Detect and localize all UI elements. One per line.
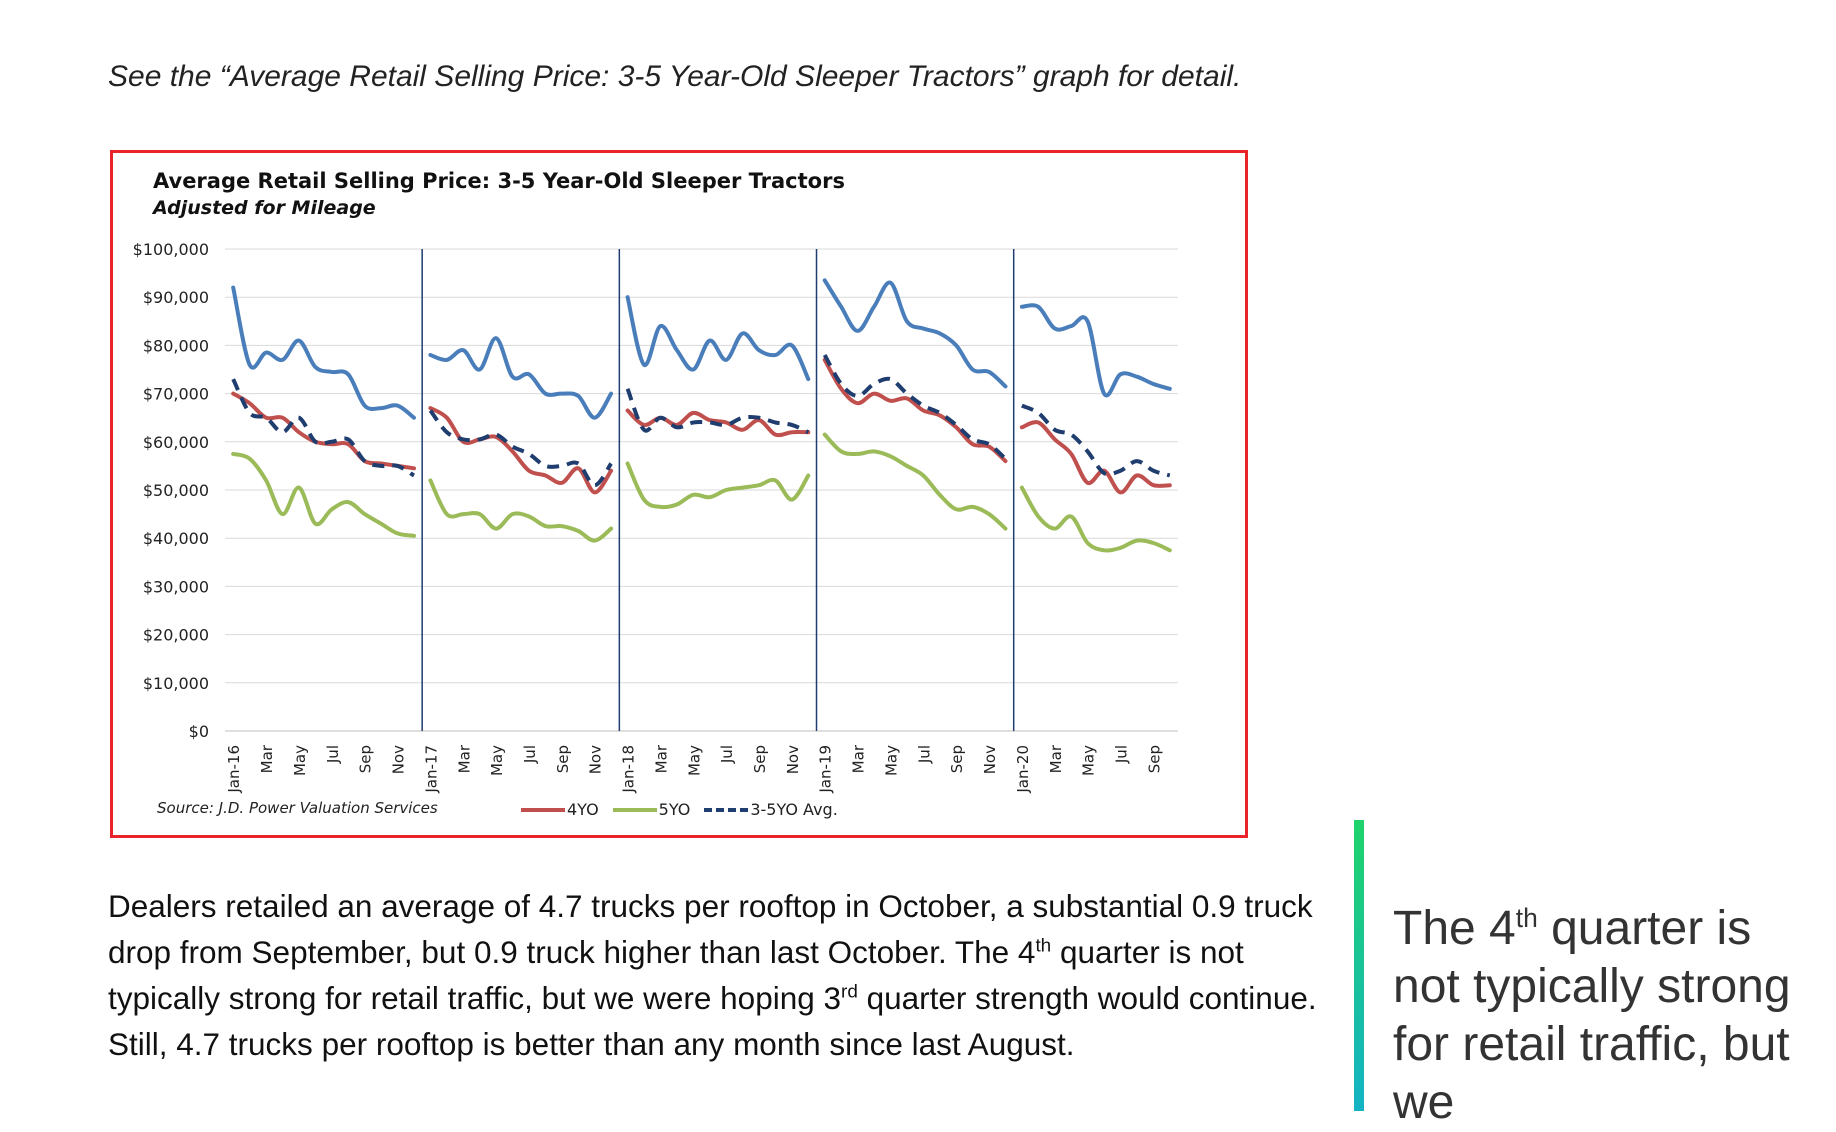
x-tick-label: Jan-18 bbox=[620, 745, 638, 794]
legend-item-4yo: 4YO bbox=[521, 800, 599, 819]
series-5yo-line-segment bbox=[428, 478, 614, 543]
x-tick-label: Jul bbox=[1112, 745, 1130, 764]
y-tick-label: $10,000 bbox=[143, 674, 209, 693]
series-top-line-segment bbox=[231, 285, 416, 420]
x-tick-label: Sep bbox=[1145, 745, 1163, 773]
chart-figure: $0 $10,000 $20,000 $30,000 $40,000 $50,000 $60… bbox=[110, 150, 1248, 838]
y-tick-label: $40,000 bbox=[143, 529, 209, 548]
legend-item-avg: 3-5YO Avg. bbox=[704, 800, 838, 819]
x-tick-label: Jan-17 bbox=[422, 745, 440, 794]
x-tick-label: Sep bbox=[948, 745, 966, 773]
x-tick-label: Sep bbox=[751, 745, 769, 773]
x-tick-label: Jan-19 bbox=[817, 745, 835, 794]
y-tick-label: $70,000 bbox=[143, 385, 209, 404]
x-tick-label: Nov bbox=[981, 745, 999, 774]
series-5yo-line-segment bbox=[822, 432, 1008, 531]
series-top-line-segment bbox=[1019, 303, 1172, 398]
chart-heading: Average Retail Selling Price: 3-5 Year-O… bbox=[153, 169, 845, 219]
series-4yo-line-segment bbox=[231, 391, 416, 471]
series-top-line-segment bbox=[625, 295, 811, 382]
x-tick-label: Mar bbox=[850, 744, 868, 773]
y-tick-label: $20,000 bbox=[143, 626, 209, 645]
x-tick-label: Nov bbox=[390, 745, 408, 774]
series-5yo-line-segment bbox=[625, 461, 811, 510]
body-superscript-1: th bbox=[1035, 935, 1052, 957]
body-paragraph: Dealers retailed an average of 4.7 truck… bbox=[108, 883, 1318, 1067]
legend-swatch-5yo bbox=[612, 807, 657, 812]
series-top-line-segment bbox=[822, 278, 1008, 389]
chart-title: Average Retail Selling Price: 3-5 Year-O… bbox=[153, 169, 845, 193]
x-tick-label: May bbox=[291, 745, 309, 776]
y-tick-label: $100,000 bbox=[133, 240, 209, 259]
series-avg-line-segment bbox=[231, 378, 416, 478]
x-tick-label: Nov bbox=[587, 745, 605, 774]
chart-subtitle: Adjusted for Mileage bbox=[153, 197, 376, 219]
x-tick-label: Jul bbox=[521, 745, 539, 764]
x-tick-label: Jul bbox=[915, 745, 933, 764]
series-top-line-segment bbox=[428, 336, 614, 420]
x-tick-label: Jul bbox=[718, 745, 736, 764]
x-tick-label: May bbox=[488, 745, 506, 776]
body-superscript-2: rd bbox=[841, 981, 858, 1003]
pullquote-superscript: th bbox=[1515, 903, 1538, 933]
x-tick-label: May bbox=[882, 745, 900, 776]
chart-source: Source: J.D. Power Valuation Services bbox=[157, 799, 438, 817]
line-chart: $0 $10,000 $20,000 $30,000 $40,000 $50,000 $60… bbox=[133, 240, 1178, 794]
x-tick-label: Mar bbox=[258, 744, 276, 773]
legend-label-5yo: 5YO bbox=[658, 800, 691, 819]
legend-label-4yo: 4YO bbox=[567, 800, 599, 819]
series-avg-line-segment bbox=[1021, 403, 1171, 478]
legend-label-avg: 3-5YO Avg. bbox=[750, 800, 838, 819]
series-avg-line-segment bbox=[822, 354, 1007, 461]
y-tick-label: $90,000 bbox=[143, 288, 209, 307]
series-5yo-line-segment bbox=[1019, 485, 1172, 553]
legend-item-5yo: 5YO bbox=[612, 800, 691, 819]
y-tick-label: $60,000 bbox=[143, 433, 209, 452]
y-tick-label: $30,000 bbox=[143, 577, 209, 596]
legend-swatch-4yo bbox=[521, 807, 565, 812]
x-tick-label: Jul bbox=[324, 745, 342, 764]
body-text-part-3: quarter strength would continue. Still, … bbox=[108, 980, 1317, 1062]
x-tick-label: May bbox=[1080, 745, 1098, 776]
body-text-part-2: quarter is not typically strong for reta… bbox=[108, 934, 1244, 1016]
legend-swatch-avg bbox=[704, 807, 749, 812]
series-avg-line-segment bbox=[428, 409, 613, 488]
series-5yo-line-segment bbox=[231, 451, 416, 538]
x-tick-label: Mar bbox=[455, 744, 473, 773]
intro-caption: See the “Average Retail Selling Price: 3… bbox=[108, 60, 1242, 93]
pullquote: The 4th quarter is not typically strong … bbox=[1393, 900, 1793, 1132]
pullquote-part-1: The 4 bbox=[1393, 902, 1516, 955]
x-tick-label: Jan-16 bbox=[225, 745, 243, 794]
y-tick-label: $80,000 bbox=[143, 336, 209, 355]
x-tick-label: Mar bbox=[1047, 744, 1065, 773]
x-tick-label: Jan-20 bbox=[1014, 745, 1032, 794]
x-tick-label: Sep bbox=[357, 745, 375, 773]
chart-legend: 4YO 5YO 3-5YO Avg. bbox=[521, 800, 852, 819]
series-4yo-line-segment bbox=[822, 357, 1008, 464]
series-4yo-line-segment bbox=[1019, 420, 1172, 495]
pullquote-part-2: quarter is not typically strong for reta… bbox=[1393, 902, 1791, 1129]
pullquote-accent-bar bbox=[1354, 820, 1364, 1111]
series-avg-line-segment bbox=[625, 388, 810, 435]
x-tick-label: Nov bbox=[784, 745, 802, 774]
x-tick-label: Sep bbox=[554, 745, 572, 773]
body-text-part-1: Dealers retailed an average of 4.7 truck… bbox=[108, 888, 1313, 970]
y-tick-label: $50,000 bbox=[143, 481, 209, 500]
x-tick-label: Mar bbox=[652, 744, 670, 773]
x-tick-label: May bbox=[685, 745, 703, 776]
y-tick-label: $0 bbox=[189, 722, 209, 741]
